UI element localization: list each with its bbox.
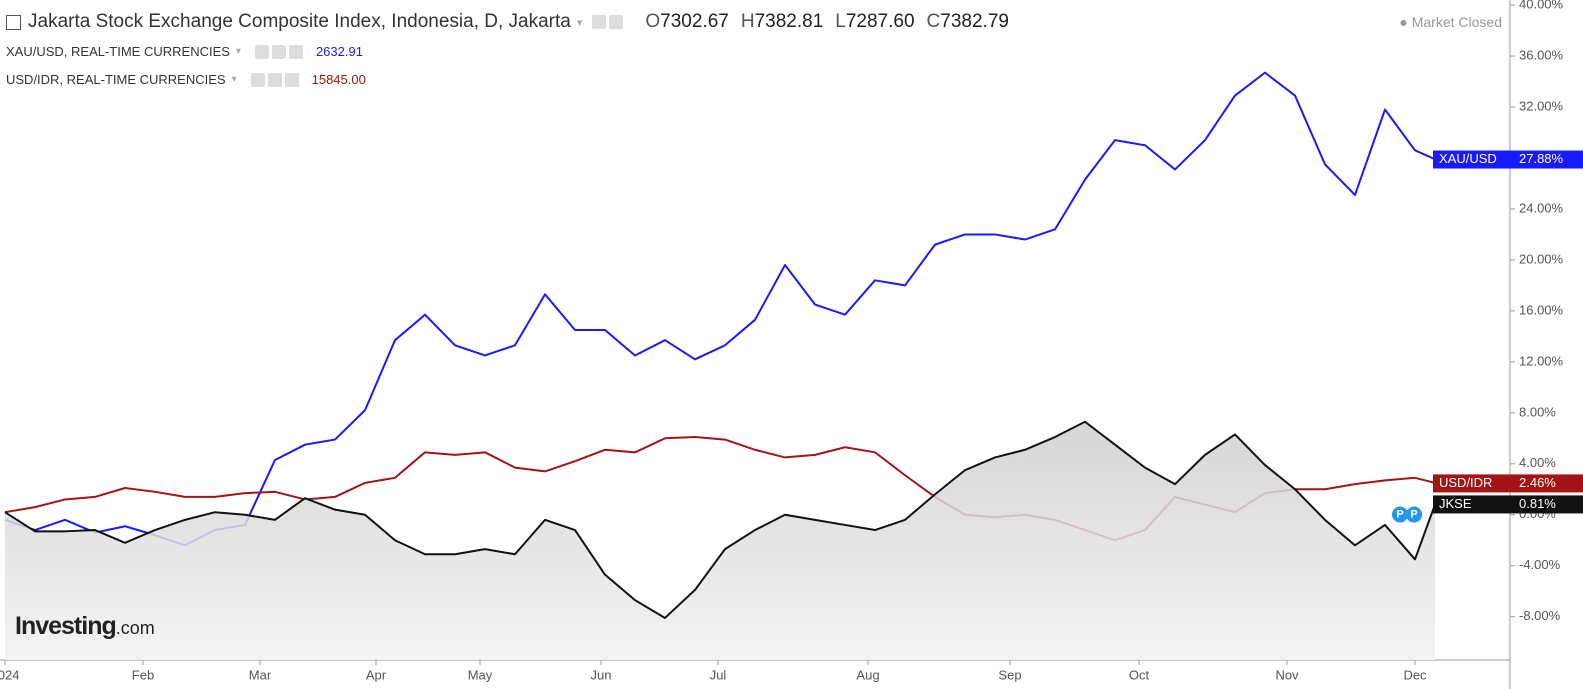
- y-tick-label: -8.00%: [1519, 608, 1561, 623]
- y-tick-label: 8.00%: [1519, 404, 1556, 419]
- tag-name: XAU/USD: [1439, 151, 1497, 166]
- y-tick-label: 40.00%: [1519, 0, 1564, 12]
- x-tick-label: Dec: [1403, 667, 1427, 682]
- icon: [288, 44, 303, 59]
- tag-name: JKSE: [1439, 496, 1472, 511]
- legend-name: XAU/USD, REAL-TIME CURRENCIES: [6, 44, 230, 59]
- status-text: Market Closed: [1411, 14, 1502, 30]
- icon: [267, 72, 282, 87]
- y-tick-label: 16.00%: [1519, 302, 1564, 317]
- x-tick-label: Oct: [1129, 667, 1150, 682]
- logo-brand: Investing: [15, 612, 117, 640]
- flag: [1406, 506, 1422, 523]
- y-tick-label: 4.00%: [1519, 455, 1556, 470]
- tag-box: [1433, 495, 1583, 514]
- ohlc-value: 7382.81: [754, 11, 824, 32]
- logo: Investing.com: [15, 612, 155, 641]
- tag-value: 27.88%: [1519, 151, 1564, 166]
- price-tag: USD/IDR 2.46%: [1433, 474, 1583, 493]
- y-tick-label: 36.00%: [1519, 47, 1564, 62]
- tag-box: [1433, 150, 1583, 169]
- legend-price: 15845.00: [311, 72, 366, 87]
- dropdown: ▾: [235, 46, 241, 57]
- tag-box: [1433, 474, 1583, 493]
- x-tick-label: Aug: [856, 667, 879, 682]
- collapse-icon[interactable]: [6, 14, 21, 30]
- y-tick-label: 20.00%: [1519, 251, 1564, 266]
- x-tick-label: Mar: [249, 667, 272, 682]
- ohlc: O7302.67 H7382.81 L7287.60 C7382.79: [633, 11, 1009, 33]
- series-line: [4, 420, 1436, 619]
- dropdown: ▾: [231, 74, 237, 85]
- legend-row: XAU/USD, REAL-TIME CURRENCIES ▾ 2632.91: [6, 44, 363, 59]
- price-tag: JKSE 0.81%: [1433, 495, 1583, 514]
- x-tick-label: Sep: [998, 667, 1021, 682]
- x-tick-label: May: [468, 667, 493, 682]
- y-tick-label: 24.00%: [1519, 200, 1564, 215]
- flag-label: P: [1396, 508, 1403, 520]
- title: Jakarta Stock Exchange Composite Index, …: [28, 11, 571, 32]
- header: Jakarta Stock Exchange Composite Index, …: [6, 11, 1009, 33]
- logo-suffix: .com: [115, 618, 155, 638]
- ohlc-value: 7382.79: [940, 11, 1009, 32]
- y-tick-label: 12.00%: [1519, 353, 1564, 368]
- ohlc-key: H: [740, 11, 755, 32]
- icon: [284, 72, 299, 87]
- legend-price: 2632.91: [315, 44, 363, 59]
- ohlc-key: O: [645, 11, 661, 32]
- x-tick-label: Apr: [366, 667, 387, 682]
- ohlc-key: C: [926, 11, 941, 32]
- tag-value: 2.46%: [1519, 475, 1556, 490]
- area: [5, 421, 1435, 660]
- y-tick-label: 32.00%: [1519, 98, 1564, 113]
- flag: [1392, 506, 1408, 523]
- icon: [250, 72, 265, 87]
- tag-name: USD/IDR: [1439, 475, 1492, 490]
- x-tick-label: Jul: [710, 667, 727, 682]
- icon: [254, 44, 269, 59]
- tag-value: 0.81%: [1519, 496, 1556, 511]
- x-tick-label: Feb: [132, 667, 154, 682]
- ohlc-key: L: [835, 11, 846, 32]
- ohlc-value: 7287.60: [845, 11, 915, 32]
- y-tick-label: -4.00%: [1519, 557, 1561, 572]
- icon: [271, 44, 286, 59]
- price-tag: XAU/USD 27.88%: [1433, 150, 1583, 169]
- legend-row: USD/IDR, REAL-TIME CURRENCIES ▾ 15845.00: [6, 72, 366, 87]
- flag-label: P: [1410, 508, 1417, 520]
- dropdown[interactable]: ▾: [576, 16, 583, 29]
- x-tick-label: Nov: [1275, 667, 1299, 682]
- ohlc-value: 7302.67: [660, 11, 729, 32]
- x-tick-label: Jun: [591, 667, 612, 682]
- market-status: ● Market Closed: [1399, 14, 1502, 30]
- legend-name: USD/IDR, REAL-TIME CURRENCIES: [6, 72, 226, 87]
- x-tick-label: 2024: [0, 667, 19, 682]
